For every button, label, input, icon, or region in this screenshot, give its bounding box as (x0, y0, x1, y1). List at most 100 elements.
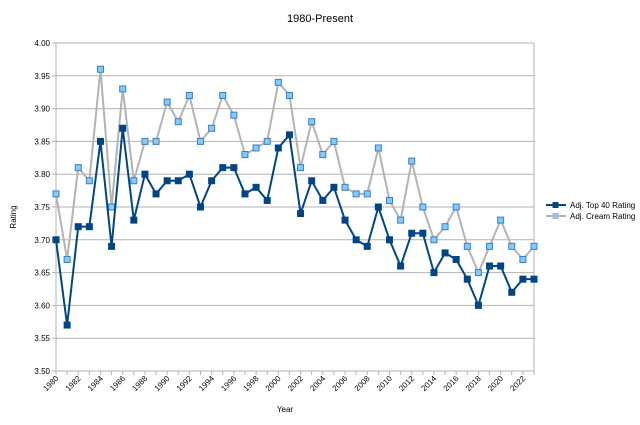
x-tick-label: 2006 (330, 374, 349, 393)
x-tick-label: 2014 (419, 374, 438, 393)
legend-swatch-marker (552, 202, 559, 208)
data-point (63, 255, 71, 263)
data-point (497, 262, 505, 270)
x-axis-label: Year (277, 405, 294, 414)
x-tick-label: 2018 (464, 374, 483, 393)
data-point (319, 151, 327, 159)
data-point (408, 157, 416, 165)
data-point (52, 190, 60, 198)
data-point (208, 177, 216, 185)
chart-title: 1980-Present (287, 13, 353, 25)
data-point (452, 203, 460, 211)
y-tick-label: 3.75 (34, 203, 50, 212)
data-point (285, 91, 293, 99)
data-point (208, 124, 216, 132)
data-point (474, 269, 482, 277)
y-tick-label: 3.80 (34, 170, 50, 179)
data-point (330, 137, 338, 145)
x-tick-label: 2012 (397, 374, 416, 393)
y-tick-label: 3.90 (34, 105, 50, 114)
data-point (285, 131, 293, 139)
data-point (397, 262, 405, 270)
data-point (308, 177, 316, 185)
data-point (463, 242, 471, 250)
data-point (374, 144, 382, 152)
data-point (341, 216, 349, 224)
y-tick-label: 4.00 (34, 39, 50, 48)
data-point (430, 269, 438, 277)
data-point (174, 177, 182, 185)
x-tick-label: 1990 (153, 374, 172, 393)
y-tick-label: 3.85 (34, 137, 50, 146)
data-point (519, 275, 527, 283)
data-point (319, 196, 327, 204)
data-point (486, 242, 494, 250)
x-tick-label: 2000 (264, 374, 283, 393)
grid (52, 42, 535, 375)
data-point (263, 196, 271, 204)
data-point (441, 249, 449, 257)
x-tick-label: 2008 (353, 374, 372, 393)
legend-swatch-marker (552, 213, 559, 219)
data-point (408, 229, 416, 237)
x-tick-label: 2022 (508, 374, 527, 393)
data-point (119, 124, 127, 132)
data-point (352, 236, 360, 244)
data-point (486, 262, 494, 270)
x-tick-label: 2004 (308, 374, 327, 393)
data-point (452, 255, 460, 263)
data-point (74, 223, 82, 231)
data-point (341, 183, 349, 191)
y-tick-label: 3.70 (34, 236, 50, 245)
x-tick-label: 1980 (41, 374, 60, 393)
data-point (74, 164, 82, 172)
data-point (130, 177, 138, 185)
data-point (297, 164, 305, 172)
data-point (141, 137, 149, 145)
data-point (219, 91, 227, 99)
data-point (96, 65, 104, 73)
x-tick-labels: 1980 1982 1984 1986 1988 1990 1992 1994 1996 1998… (41, 374, 527, 393)
data-point (174, 118, 182, 126)
data-point (52, 236, 60, 244)
y-tick-label: 3.60 (34, 301, 50, 310)
x-tick-label: 2020 (486, 374, 505, 393)
x-tick-label: 2010 (375, 374, 394, 393)
x-tick-label: 1984 (86, 374, 105, 393)
x-tick-label: 1982 (64, 374, 83, 393)
x-tick-label: 2016 (442, 374, 461, 393)
data-point (241, 151, 249, 159)
data-point (263, 137, 271, 145)
legend-label: Adj. Cream Rating (570, 212, 635, 221)
data-point (474, 301, 482, 309)
x-tick-label: 1992 (175, 374, 194, 393)
data-point (219, 164, 227, 172)
y-tick-labels: 3.50 3.55 3.60 3.65 3.70 3.75 3.80 3.85 3.90 3.95… (34, 39, 50, 376)
data-point (108, 242, 116, 250)
data-point (530, 242, 538, 250)
data-point (430, 236, 438, 244)
data-point (274, 78, 282, 86)
data-point (441, 223, 449, 231)
data-point (96, 137, 104, 145)
y-axis-label: Rating (9, 205, 18, 228)
data-point (85, 223, 93, 231)
series-group (52, 65, 538, 329)
data-point (385, 236, 393, 244)
data-point (497, 216, 505, 224)
data-point (519, 255, 527, 263)
data-point (363, 190, 371, 198)
data-point (274, 144, 282, 152)
y-tick-label: 3.55 (34, 334, 50, 343)
data-point (108, 203, 116, 211)
y-tick-label: 3.95 (34, 72, 50, 81)
legend: Adj. Top 40 Rating Adj. Cream Rating (546, 201, 635, 221)
legend-label: Adj. Top 40 Rating (570, 201, 635, 210)
x-tick-label: 2002 (286, 374, 305, 393)
data-point (330, 183, 338, 191)
data-point (197, 137, 205, 145)
data-point (152, 137, 160, 145)
data-point (297, 210, 305, 218)
data-point (530, 275, 538, 283)
x-tick-label: 1998 (242, 374, 261, 393)
